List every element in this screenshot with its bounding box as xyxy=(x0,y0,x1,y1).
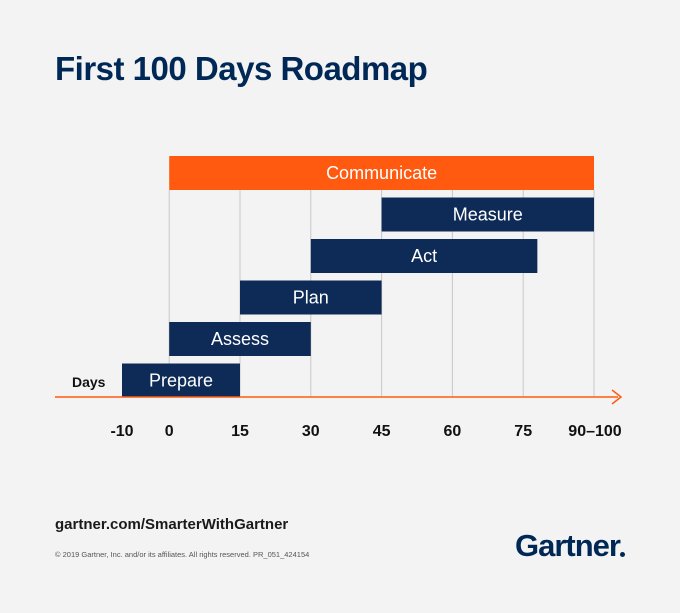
bar-label: Prepare xyxy=(149,371,213,391)
x-tick-label: 60 xyxy=(444,423,462,440)
copyright-text: © 2019 Gartner, Inc. and/or its affiliat… xyxy=(55,550,310,559)
chart-title: First 100 Days Roadmap xyxy=(55,50,428,87)
bar-act xyxy=(310,239,538,273)
bar-label: Assess xyxy=(211,329,269,349)
x-tick-label: 45 xyxy=(373,423,391,440)
x-tick-label: -10 xyxy=(110,423,133,440)
x-tick-label: 15 xyxy=(231,423,249,440)
gartner-logo: Gartner xyxy=(515,528,621,563)
bar-label: Communicate xyxy=(326,163,437,183)
x-axis-label: Days xyxy=(72,374,106,390)
bar-label: Plan xyxy=(293,288,329,308)
bar-assess xyxy=(169,322,311,356)
source-url[interactable]: gartner.com/SmarterWithGartner xyxy=(55,516,289,533)
x-tick-label: 90–100 xyxy=(568,423,621,440)
bar-plan xyxy=(240,280,382,315)
bar-communicate xyxy=(169,156,594,190)
roadmap-chart: Communicate Measure Act Plan Assess Prepare Da… xyxy=(55,156,623,440)
x-tick-label: 75 xyxy=(514,423,532,440)
bar-label: Measure xyxy=(453,205,523,225)
gartner-logo-dot xyxy=(620,552,625,557)
x-axis-arrow xyxy=(611,389,623,405)
bar-label: Act xyxy=(411,246,437,266)
x-tick-label: 30 xyxy=(302,423,320,440)
bar-prepare xyxy=(122,363,240,398)
x-tick-label: 0 xyxy=(165,423,174,440)
bar-measure xyxy=(381,197,594,232)
